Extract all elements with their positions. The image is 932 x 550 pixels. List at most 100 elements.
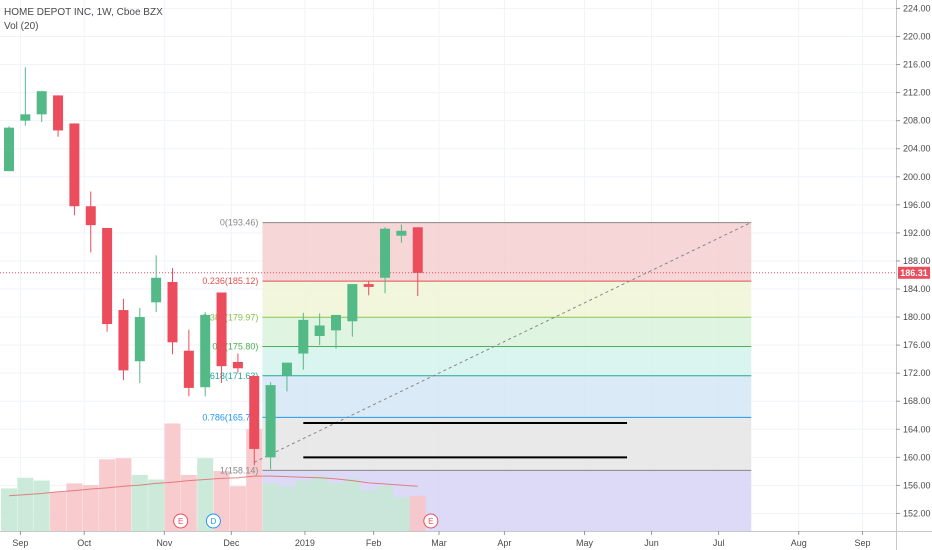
- earnings-marker: E: [173, 513, 189, 529]
- candle: [4, 126, 14, 172]
- earnings-marker: E: [423, 513, 439, 529]
- candle-body: [412, 227, 423, 273]
- volume-bar: [115, 458, 132, 531]
- price-axis-label: 212.00: [903, 88, 931, 98]
- price-axis-label: 188.00: [903, 256, 931, 266]
- volume-bar: [148, 479, 165, 531]
- candle-body: [134, 317, 145, 362]
- dividend-marker: D: [205, 513, 221, 529]
- candle-body: [363, 284, 374, 287]
- candle-body: [265, 385, 276, 458]
- candle: [412, 227, 423, 297]
- candle: [232, 353, 243, 373]
- fibonacci-zone: [262, 281, 752, 318]
- candle-body: [331, 314, 341, 331]
- time-axis-label: Nov: [156, 538, 173, 548]
- fibonacci-level-label: 0.382(179.97): [202, 312, 258, 322]
- candle-body: [118, 310, 129, 371]
- candle: [216, 292, 227, 383]
- volume-bar: [131, 475, 148, 531]
- candle: [380, 227, 391, 294]
- price-axis-label: 208.00: [903, 116, 931, 126]
- price-axis-label: 220.00: [903, 31, 931, 41]
- candle: [249, 375, 260, 466]
- volume-moving-average-line: [8, 475, 418, 497]
- fibonacci-level-label: 0.5(175.80): [212, 342, 258, 352]
- candle-body: [85, 206, 96, 226]
- candle-body: [4, 127, 14, 172]
- candle-body: [200, 314, 211, 388]
- price-axis-label: 224.00: [903, 3, 931, 13]
- price-axis-label: 196.00: [903, 200, 931, 210]
- event-marker-label: D: [210, 517, 216, 526]
- volume-bar: [344, 478, 361, 531]
- time-axis-label: Oct: [77, 538, 92, 548]
- time-axis-label: Mar: [431, 538, 447, 548]
- candle-body: [347, 284, 358, 322]
- candle-body: [69, 123, 80, 207]
- candle-body: [249, 375, 260, 449]
- volume-bar: [360, 490, 377, 531]
- candle-body: [380, 228, 391, 278]
- price-axis-label: 168.00: [903, 396, 931, 406]
- fibonacci-zone: [262, 375, 752, 418]
- candle: [151, 255, 162, 313]
- candle: [53, 95, 64, 137]
- symbol-title: HOME DEPOT INC, 1W, Cboe BZX: [4, 7, 163, 18]
- price-axis-label: 180.00: [903, 312, 931, 322]
- time-axis-label: Jun: [644, 538, 659, 548]
- event-marker-label: E: [178, 517, 183, 526]
- volume-bar: [262, 483, 279, 531]
- candle: [118, 298, 129, 381]
- candle-body: [36, 91, 47, 115]
- candle: [20, 67, 31, 126]
- candle: [167, 267, 178, 355]
- volume-bar: [409, 495, 426, 531]
- time-axis-label: 2019: [295, 538, 315, 548]
- candle: [69, 123, 80, 216]
- candle: [396, 224, 407, 243]
- fibonacci-level-label: 1(158.14): [220, 465, 259, 475]
- volume-bar: [229, 486, 246, 531]
- candle-body: [53, 95, 64, 131]
- fibonacci-zone: [262, 317, 752, 347]
- time-axis-label: Sep: [12, 538, 28, 548]
- candle: [281, 362, 292, 392]
- candle-body: [281, 362, 292, 376]
- time-axis-label: Apr: [497, 538, 511, 548]
- volume-bar: [82, 485, 99, 531]
- candle-body: [314, 325, 325, 336]
- price-axis-label: 184.00: [903, 284, 931, 294]
- price-axis-label: 164.00: [903, 424, 931, 434]
- candle-body: [298, 319, 309, 354]
- price-axis-label: 192.00: [903, 228, 931, 238]
- fibonacci-zone: [262, 417, 752, 471]
- volume-bar: [66, 483, 83, 531]
- volume-bar: [50, 491, 67, 531]
- fibonacci-zone: [262, 346, 752, 376]
- fibonacci-zone: [262, 222, 752, 282]
- volume-indicator-title: Vol (20): [4, 21, 39, 32]
- volume-bar: [99, 459, 116, 531]
- candle: [265, 382, 276, 470]
- volume-bar: [246, 429, 263, 531]
- candle: [298, 312, 309, 370]
- candle: [134, 307, 145, 383]
- fibonacci-level-label: 0.618(171.63): [202, 371, 258, 381]
- time-axis-label: Aug: [791, 538, 807, 548]
- candle-body: [232, 361, 243, 369]
- time-axis-label: Dec: [223, 538, 240, 548]
- volume-bar: [17, 477, 34, 531]
- volume-bar: [278, 486, 295, 531]
- candle: [36, 91, 47, 123]
- time-axis-label: May: [576, 538, 594, 548]
- fibonacci-level-label: 0.236(185.12): [202, 276, 258, 286]
- volume-bar: [164, 423, 181, 531]
- price-axis-label: 152.00: [903, 508, 931, 518]
- candle-body: [151, 277, 162, 303]
- fibonacci-level-label: 0.786(165.70): [202, 412, 258, 422]
- price-axis-label: 176.00: [903, 340, 931, 350]
- time-axis-background: [0, 531, 896, 550]
